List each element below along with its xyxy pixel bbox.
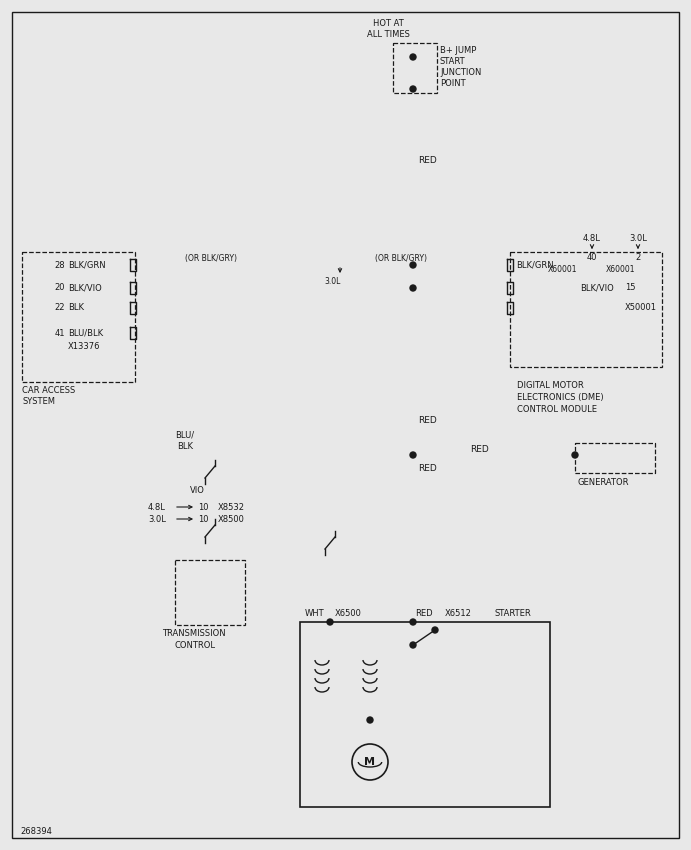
Bar <box>300 622 550 807</box>
Text: START: START <box>440 56 466 65</box>
Circle shape <box>410 285 416 291</box>
Text: 20: 20 <box>55 284 65 292</box>
Text: BLK/GRN: BLK/GRN <box>68 260 106 269</box>
Text: X8500: X8500 <box>218 514 245 524</box>
Text: SYSTEM: SYSTEM <box>22 396 55 405</box>
Bar <box>175 560 245 625</box>
Text: STARTER: STARTER <box>495 609 532 619</box>
Text: BLK: BLK <box>177 441 193 451</box>
Text: RED: RED <box>418 416 437 424</box>
Text: X8532: X8532 <box>218 502 245 512</box>
Text: BLU/BLK: BLU/BLK <box>68 328 103 337</box>
Circle shape <box>410 54 416 60</box>
Text: JUNCTION: JUNCTION <box>440 67 482 76</box>
Text: 3.0L: 3.0L <box>325 277 341 286</box>
Circle shape <box>352 744 388 780</box>
Text: X60001: X60001 <box>606 265 636 275</box>
Text: 2: 2 <box>636 253 641 263</box>
Text: 10: 10 <box>198 502 209 512</box>
Text: X13376: X13376 <box>68 342 100 350</box>
Circle shape <box>432 627 438 633</box>
Circle shape <box>410 619 416 625</box>
Text: RED: RED <box>418 156 437 165</box>
Text: CAR ACCESS: CAR ACCESS <box>22 386 75 394</box>
Circle shape <box>410 86 416 92</box>
Circle shape <box>327 619 333 625</box>
Bar <box>575 443 655 473</box>
Text: WHT: WHT <box>305 609 325 619</box>
Text: BLK/GRN: BLK/GRN <box>516 260 553 269</box>
Text: X60001: X60001 <box>548 265 578 275</box>
Circle shape <box>572 452 578 458</box>
Text: GENERATOR: GENERATOR <box>578 478 630 486</box>
Text: 28: 28 <box>55 260 65 269</box>
Bar <box>22 252 135 382</box>
Text: 10: 10 <box>198 514 209 524</box>
Text: CONTROL: CONTROL <box>175 642 216 650</box>
Text: POINT: POINT <box>440 78 466 88</box>
Text: ALL TIMES: ALL TIMES <box>366 30 410 38</box>
Text: RED: RED <box>418 463 437 473</box>
Text: X6500: X6500 <box>335 609 362 619</box>
Text: 22: 22 <box>55 303 65 313</box>
Text: RED: RED <box>471 445 489 454</box>
Text: HOT AT: HOT AT <box>372 19 404 27</box>
Text: 4.8L: 4.8L <box>583 234 601 242</box>
Text: 15: 15 <box>625 284 636 292</box>
Text: 3.0L: 3.0L <box>629 234 647 242</box>
Text: 40: 40 <box>587 253 597 263</box>
Text: DIGITAL MOTOR: DIGITAL MOTOR <box>517 381 584 389</box>
Circle shape <box>367 717 373 723</box>
Text: B+ JUMP: B+ JUMP <box>440 46 476 54</box>
Text: (OR BLK/GRY): (OR BLK/GRY) <box>185 254 237 264</box>
Text: BLK/VIO: BLK/VIO <box>580 284 614 292</box>
Text: TRANSMISSION: TRANSMISSION <box>162 630 226 638</box>
Circle shape <box>410 642 416 648</box>
Circle shape <box>410 452 416 458</box>
Text: 41: 41 <box>55 328 65 337</box>
Text: X6512: X6512 <box>445 609 472 619</box>
Text: BLK: BLK <box>68 303 84 313</box>
Bar <box>393 43 437 93</box>
Text: X50001: X50001 <box>625 303 657 313</box>
Circle shape <box>410 262 416 268</box>
Text: CONTROL MODULE: CONTROL MODULE <box>517 405 597 413</box>
Text: 4.8L: 4.8L <box>148 502 166 512</box>
Text: 3.0L: 3.0L <box>148 514 166 524</box>
Text: VIO: VIO <box>190 485 205 495</box>
Text: M: M <box>364 757 375 767</box>
Text: RED: RED <box>415 609 433 619</box>
Text: BLU/: BLU/ <box>176 430 195 439</box>
Text: ELECTRONICS (DME): ELECTRONICS (DME) <box>517 393 604 401</box>
Text: 268394: 268394 <box>20 828 52 836</box>
Text: (OR BLK/GRY): (OR BLK/GRY) <box>375 254 427 264</box>
Bar <box>510 252 662 367</box>
Text: BLK/VIO: BLK/VIO <box>68 284 102 292</box>
